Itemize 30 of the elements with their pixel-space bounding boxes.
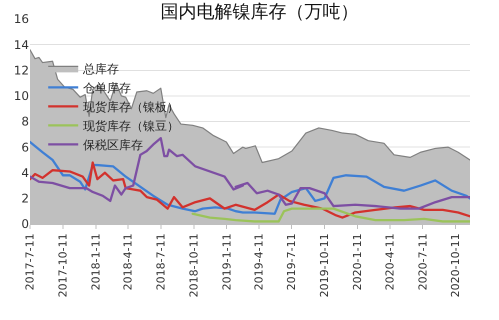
x-tick-label: 2020-1-11 bbox=[351, 233, 364, 290]
x-tick-label: 2020-7-11 bbox=[416, 233, 430, 290]
y-tick-label: 6 bbox=[21, 140, 29, 154]
y-tick-label: 8 bbox=[21, 114, 29, 129]
y-tick-label: 0 bbox=[21, 217, 29, 232]
y-tick-label: 14 bbox=[14, 38, 29, 52]
legend-label: 现货库存（镍板） bbox=[83, 100, 180, 114]
line-series bbox=[30, 161, 470, 219]
x-tick-label: 2018-7-11 bbox=[154, 233, 168, 290]
y-tick-label: 12 bbox=[14, 63, 29, 78]
chart-title: 国内电解镍库存（万吨） bbox=[160, 1, 358, 22]
x-tick-label: 2019-4-11 bbox=[252, 233, 266, 290]
legend-label: 现货库存（镍豆） bbox=[83, 119, 180, 134]
y-tick-label: 10 bbox=[14, 89, 29, 104]
x-tick-label: 2019-10-11 bbox=[318, 233, 332, 298]
line-series bbox=[192, 207, 470, 223]
y-tick-label: 4 bbox=[21, 166, 29, 180]
x-tick-label: 2020-10-11 bbox=[449, 233, 462, 298]
x-tick-label: 2017-7-11 bbox=[24, 233, 37, 290]
x-tick-label: 2020-4-11 bbox=[384, 233, 397, 290]
x-tick-label: 2018-10-11 bbox=[187, 233, 200, 298]
x-tick-label: 2018-1-11 bbox=[90, 233, 103, 290]
x-tick-label: 2018-4-11 bbox=[122, 233, 135, 290]
x-tick-label: 2019-7-11 bbox=[285, 233, 298, 290]
x-tick-label: 2017-10-11 bbox=[56, 233, 70, 298]
y-tick-label: 16 bbox=[14, 12, 29, 26]
x-tick-label: 2019-1-11 bbox=[220, 233, 234, 290]
legend-label: 保税区库存 bbox=[83, 138, 144, 152]
y-tick-label: 2 bbox=[21, 192, 29, 206]
legend-label: 总库存 bbox=[82, 62, 120, 76]
